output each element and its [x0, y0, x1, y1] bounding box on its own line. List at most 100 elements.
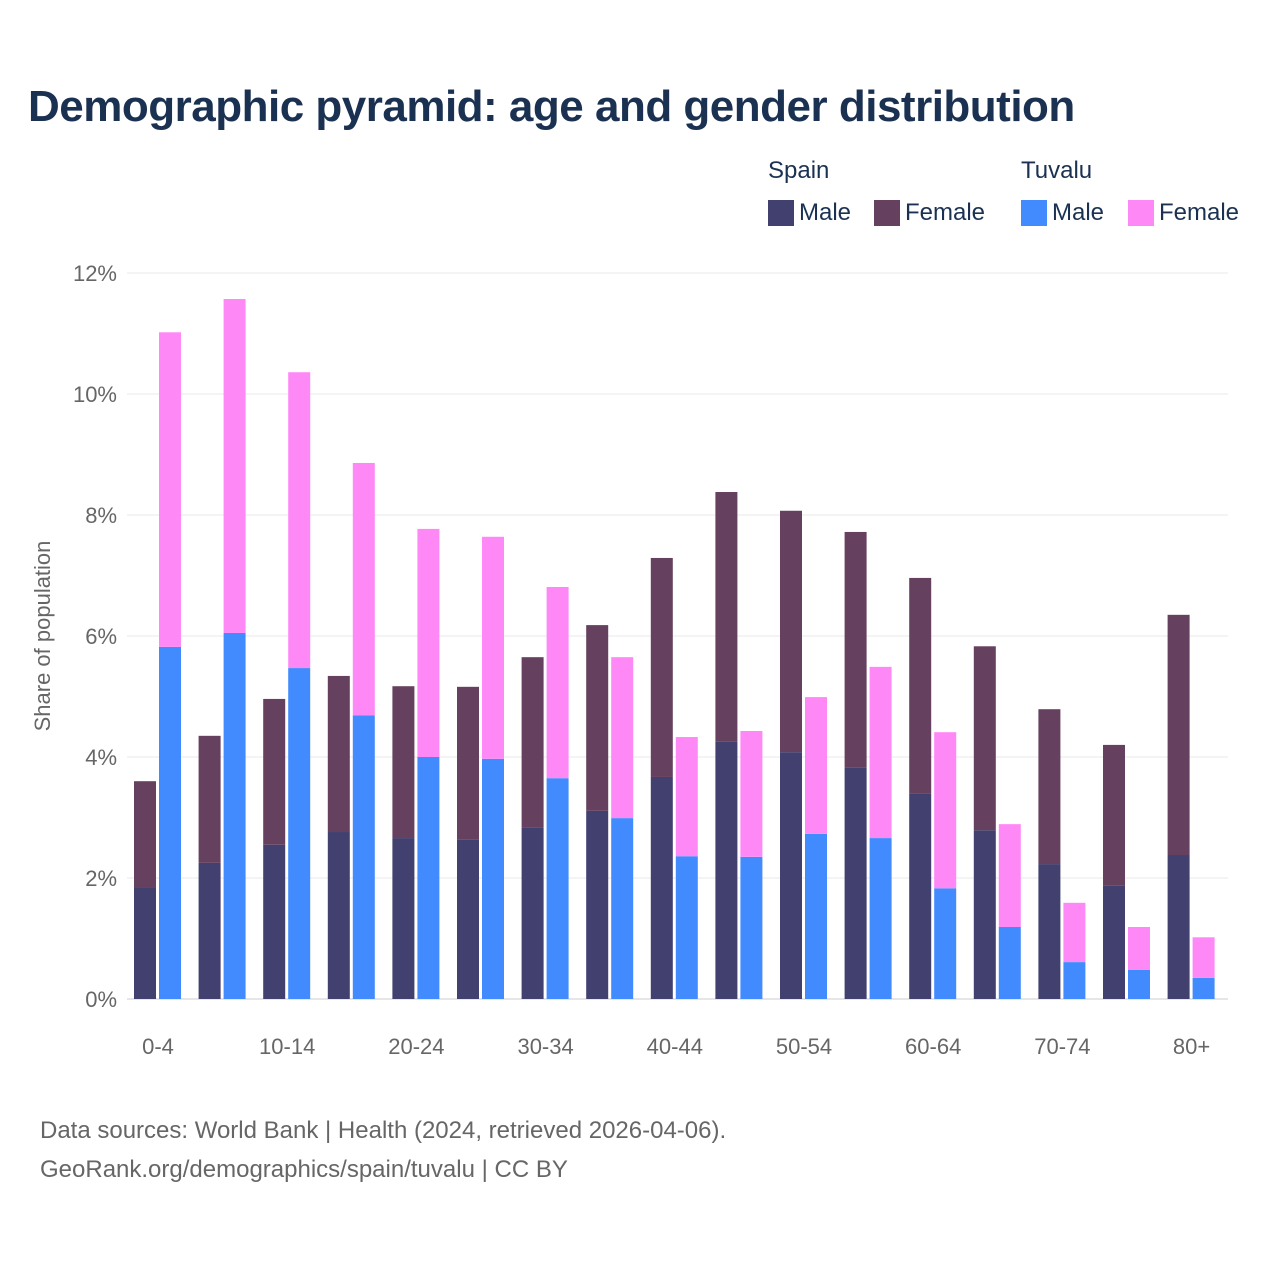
bar-tuvalu-female-70-74 [1063, 902, 1086, 963]
bar-spain-male-10-14 [263, 844, 286, 999]
bar-spain-male-35-39 [586, 810, 609, 999]
bar-tuvalu-female-50-54 [805, 697, 827, 834]
bar-spain-female-75-79 [1103, 744, 1125, 886]
bar-tuvalu-female-0-4 [159, 332, 181, 647]
bar-spain-female-0-4 [134, 781, 156, 888]
y-tick-label: 2% [85, 866, 117, 891]
bar-spain-male-80+ [1167, 855, 1190, 999]
bar-tuvalu-female-15-19 [352, 462, 375, 716]
bar-spain-male-15-19 [327, 832, 350, 999]
source-line-2: GeoRank.org/demographics/spain/tuvalu | … [40, 1156, 568, 1183]
bar-spain-male-20-24 [392, 838, 415, 999]
x-tick-label: 40-44 [647, 1034, 703, 1059]
bar-spain-female-40-44 [650, 557, 673, 777]
bar-spain-female-55-59 [844, 531, 867, 768]
bar-spain-male-5-9 [198, 862, 221, 999]
chart-title: Demographic pyramid: age and gender dist… [28, 82, 1075, 131]
legend-swatch-tuvalu-male [1021, 200, 1047, 226]
bar-spain-male-65-69 [973, 830, 996, 999]
legend-group-spain: Spain [768, 157, 830, 184]
bar-spain-female-5-9 [198, 735, 221, 863]
bar-tuvalu-male-20-24 [417, 757, 440, 999]
y-tick-label: 4% [85, 745, 117, 770]
bar-tuvalu-male-15-19 [352, 715, 375, 999]
bar-tuvalu-male-35-39 [611, 818, 634, 999]
y-tick-label: 10% [73, 382, 117, 407]
bar-tuvalu-female-45-49 [740, 730, 763, 857]
x-tick-label: 60-64 [905, 1034, 961, 1059]
bar-tuvalu-male-30-34 [546, 778, 569, 999]
bar-tuvalu-female-65-69 [998, 824, 1021, 928]
bar-tuvalu-male-80+ [1192, 977, 1215, 999]
x-tick-label: 80+ [1173, 1034, 1210, 1059]
bar-spain-male-70-74 [1038, 864, 1061, 999]
y-tick-label: 8% [85, 503, 117, 528]
x-tick-label: 50-54 [776, 1034, 832, 1059]
bar-tuvalu-male-60-64 [934, 888, 957, 999]
bar-tuvalu-female-30-34 [546, 586, 569, 779]
bar-spain-female-50-54 [780, 510, 802, 753]
bar-spain-male-30-34 [521, 827, 544, 999]
bar-tuvalu-female-60-64 [934, 732, 957, 889]
bar-spain-female-30-34 [521, 657, 544, 828]
bar-tuvalu-female-10-14 [288, 372, 311, 669]
bar-spain-female-45-49 [715, 492, 738, 742]
bar-spain-female-15-19 [327, 675, 350, 833]
bar-tuvalu-male-70-74 [1063, 962, 1086, 999]
bar-tuvalu-male-25-29 [482, 758, 504, 999]
y-axis-label: Share of population [30, 541, 55, 732]
bar-tuvalu-female-25-29 [482, 536, 504, 759]
bar-spain-female-10-14 [263, 698, 286, 845]
bar-tuvalu-female-75-79 [1128, 927, 1150, 970]
bar-tuvalu-male-75-79 [1128, 969, 1150, 999]
bar-tuvalu-male-10-14 [288, 668, 311, 999]
bar-tuvalu-female-80+ [1192, 937, 1215, 978]
x-tick-label: 0-4 [142, 1034, 174, 1059]
bar-tuvalu-female-20-24 [417, 528, 440, 757]
bar-tuvalu-female-35-39 [611, 657, 634, 819]
legend-label-tuvalu-female: Female [1159, 199, 1240, 226]
bar-spain-female-20-24 [392, 686, 415, 839]
legend-group-tuvalu: Tuvalu [1021, 157, 1093, 184]
bar-spain-male-75-79 [1103, 885, 1125, 999]
x-tick-label: 20-24 [388, 1034, 444, 1059]
bar-spain-male-60-64 [909, 793, 932, 999]
bar-spain-female-80+ [1167, 614, 1190, 856]
x-tick-label: 70-74 [1034, 1034, 1090, 1059]
source-line-1: Data sources: World Bank | Health (2024,… [40, 1117, 727, 1144]
bar-tuvalu-male-0-4 [159, 646, 181, 999]
legend-swatch-tuvalu-female [1128, 200, 1154, 226]
legend-label-tuvalu-male: Male [1052, 199, 1105, 226]
bar-tuvalu-male-55-59 [869, 838, 892, 999]
x-tick-label: 30-34 [517, 1034, 573, 1059]
bar-spain-male-50-54 [780, 752, 802, 999]
bar-tuvalu-male-65-69 [998, 927, 1021, 999]
bar-tuvalu-male-40-44 [675, 856, 698, 999]
bar-spain-male-25-29 [457, 839, 479, 999]
bar-spain-male-40-44 [650, 776, 673, 999]
y-tick-label: 0% [85, 987, 117, 1012]
legend-swatch-spain-female [874, 200, 900, 226]
bar-spain-male-55-59 [844, 767, 867, 999]
x-tick-label: 10-14 [259, 1034, 315, 1059]
bar-spain-male-45-49 [715, 741, 738, 999]
bar-spain-female-60-64 [909, 577, 932, 794]
bar-tuvalu-female-5-9 [223, 299, 246, 633]
bar-spain-female-65-69 [973, 646, 996, 831]
bar-tuvalu-female-55-59 [869, 666, 892, 839]
bar-spain-female-35-39 [586, 625, 609, 811]
legend-label-spain-female: Female [905, 199, 986, 226]
bar-tuvalu-male-5-9 [223, 632, 246, 999]
y-tick-label: 12% [73, 261, 117, 286]
bar-spain-male-0-4 [134, 887, 156, 999]
bar-tuvalu-female-40-44 [675, 737, 698, 857]
bar-tuvalu-male-50-54 [805, 833, 827, 999]
bar-spain-female-25-29 [457, 686, 479, 840]
y-tick-label: 6% [85, 624, 117, 649]
bar-tuvalu-male-45-49 [740, 856, 763, 999]
bar-spain-female-70-74 [1038, 709, 1061, 865]
legend-swatch-spain-male [768, 200, 794, 226]
legend-label-spain-male: Male [799, 199, 852, 226]
